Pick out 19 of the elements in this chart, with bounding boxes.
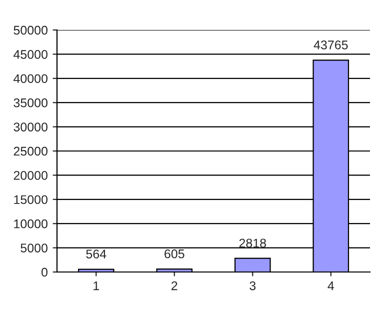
x-tick-label: 4 bbox=[328, 281, 334, 290]
y-tick-label: 5000 bbox=[20, 244, 48, 252]
data-label: 605 bbox=[164, 249, 184, 258]
y-tick-label: 45000 bbox=[14, 50, 48, 59]
y-tick-label: 20000 bbox=[14, 171, 48, 180]
data-label: 43765 bbox=[314, 40, 348, 50]
y-tick-label: 10000 bbox=[14, 219, 48, 228]
x-tick-label: 3 bbox=[250, 281, 256, 290]
y-tick-label: 15000 bbox=[14, 195, 48, 204]
y-tick-label: 50000 bbox=[14, 26, 48, 35]
x-tick-label: 1 bbox=[94, 281, 99, 290]
y-tick-label: 0 bbox=[42, 268, 48, 277]
y-tick-label: 35000 bbox=[14, 98, 48, 108]
y-tick-label: 40000 bbox=[14, 74, 48, 84]
y-tick-label: 30000 bbox=[14, 122, 48, 132]
data-label: 2818 bbox=[239, 238, 266, 248]
data-label: 564 bbox=[86, 250, 106, 258]
x-tick-label: 2 bbox=[172, 281, 178, 290]
y-tick-label: 25000 bbox=[14, 146, 48, 156]
